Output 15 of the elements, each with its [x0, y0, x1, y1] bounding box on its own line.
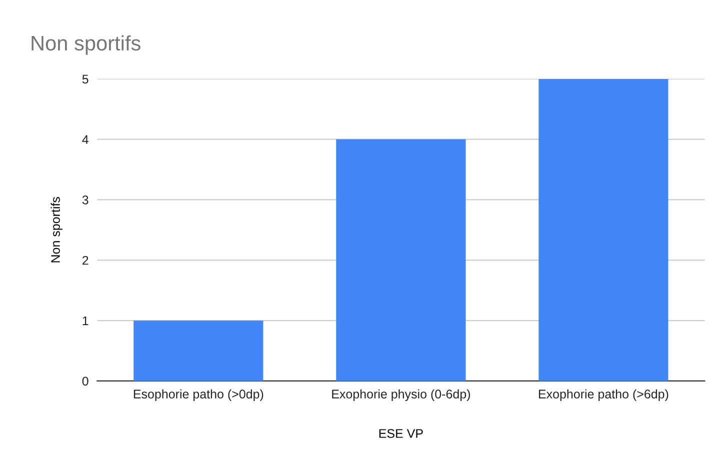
y-tick-label: 5 [82, 74, 88, 84]
y-tick-label: 3 [82, 196, 88, 204]
bar [336, 139, 466, 381]
bar [538, 78, 668, 381]
y-tick-label: 4 [82, 135, 88, 144]
x-axis-title: ESE VP [379, 429, 423, 438]
y-tick-label: 1 [82, 316, 88, 326]
y-tick-label: 0 [82, 376, 88, 386]
y-axis-title: Non sportifs [50, 197, 62, 262]
chart-title: Non sportifs [32, 35, 140, 55]
x-tick-label: Exophorie physio (0-6dp) [332, 389, 470, 401]
x-tick-label: Exophorie patho (>6dp) [538, 389, 668, 401]
y-tick-label: 2 [82, 256, 88, 265]
x-tick-label: Esophorie patho (>0dp) [134, 389, 264, 401]
bar [134, 320, 264, 381]
